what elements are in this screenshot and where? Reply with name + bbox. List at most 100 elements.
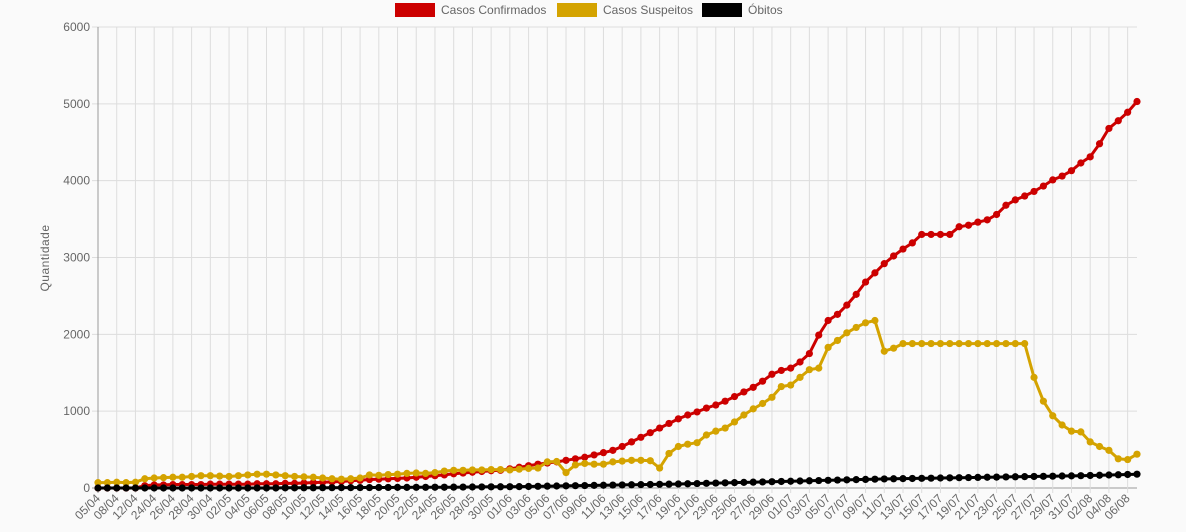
data-point	[328, 484, 336, 492]
data-point	[1049, 412, 1057, 420]
data-point	[1011, 196, 1019, 204]
data-point	[1095, 442, 1104, 451]
data-point	[693, 439, 701, 447]
data-point	[590, 451, 598, 459]
legend-item[interactable]: Casos Confirmados	[395, 3, 546, 17]
data-point	[403, 469, 411, 478]
data-point	[899, 245, 907, 253]
data-point	[1039, 397, 1047, 405]
data-point	[450, 466, 458, 474]
data-point	[609, 446, 617, 454]
data-point	[459, 466, 467, 474]
data-point	[515, 483, 523, 491]
data-point	[384, 483, 392, 492]
y-axis: 0 1000 2000 3000 4000 5000 6000	[63, 20, 90, 495]
data-point	[234, 484, 243, 492]
data-point	[880, 260, 888, 268]
data-point	[1002, 473, 1010, 481]
data-point	[515, 465, 523, 473]
data-point	[1105, 446, 1113, 454]
data-point	[843, 476, 851, 484]
data-point	[487, 465, 495, 474]
data-point	[1039, 472, 1047, 480]
data-point	[1030, 472, 1038, 481]
data-point	[1039, 182, 1047, 190]
data-point	[178, 484, 186, 492]
data-point	[122, 484, 130, 492]
data-point	[590, 481, 598, 489]
data-point	[833, 336, 842, 345]
data-point	[319, 474, 327, 482]
data-point	[609, 458, 617, 466]
series-line	[98, 100, 1139, 490]
data-point	[730, 392, 739, 401]
series-casos-confirmados	[94, 97, 1141, 492]
data-point	[824, 316, 832, 325]
data-point	[955, 339, 963, 348]
legend-label: Óbitos	[748, 2, 783, 17]
data-point	[627, 456, 636, 464]
data-point	[440, 483, 448, 491]
data-point	[253, 470, 261, 478]
data-point	[113, 484, 121, 492]
data-point	[815, 331, 823, 339]
data-point	[487, 483, 495, 491]
data-point	[141, 484, 149, 492]
legend[interactable]: Casos Confirmados Casos Suspeitos Óbitos	[395, 2, 783, 17]
data-point	[721, 424, 729, 432]
data-point	[1002, 201, 1010, 209]
data-point	[815, 364, 823, 372]
y-tick-label: 2000	[63, 327, 90, 341]
legend-item[interactable]: Casos Suspeitos	[557, 3, 693, 17]
legend-label: Casos Confirmados	[441, 3, 546, 17]
y-tick-label: 5000	[63, 97, 90, 111]
data-point	[524, 464, 533, 473]
data-point	[1030, 187, 1038, 196]
data-point	[852, 290, 860, 298]
data-point	[646, 480, 654, 489]
data-point	[262, 470, 271, 478]
data-point	[478, 466, 486, 474]
data-point	[936, 339, 945, 348]
data-point	[637, 456, 645, 464]
data-point	[674, 415, 682, 423]
data-point	[974, 339, 982, 348]
data-point	[1021, 473, 1029, 481]
data-point	[983, 216, 991, 224]
data-point	[927, 474, 935, 482]
data-point	[365, 483, 374, 492]
data-point	[1011, 339, 1019, 348]
data-point	[880, 347, 888, 355]
data-point	[1124, 108, 1132, 116]
data-point	[450, 483, 458, 491]
data-point	[169, 484, 177, 492]
data-point	[712, 401, 720, 409]
data-point	[1124, 455, 1132, 464]
data-point	[422, 483, 430, 491]
data-point	[1114, 455, 1122, 463]
data-point	[1086, 438, 1094, 446]
data-point	[169, 473, 177, 481]
legend-item[interactable]: Óbitos	[702, 2, 783, 17]
data-point	[992, 473, 1001, 481]
data-point	[627, 438, 636, 446]
data-point	[693, 408, 701, 416]
data-point	[356, 483, 364, 492]
data-point	[1011, 473, 1019, 481]
data-point	[983, 473, 991, 481]
data-point	[702, 479, 711, 487]
data-point	[656, 464, 664, 472]
data-point	[141, 475, 149, 483]
data-point	[562, 469, 570, 477]
data-point	[581, 459, 589, 468]
data-point	[1095, 471, 1104, 479]
data-point	[684, 411, 692, 419]
data-point	[103, 479, 111, 487]
data-point	[599, 481, 608, 489]
data-point	[206, 484, 214, 492]
data-point	[983, 339, 991, 348]
data-point	[749, 383, 757, 391]
data-point	[150, 484, 158, 492]
data-point	[805, 366, 813, 374]
data-point	[122, 479, 130, 487]
